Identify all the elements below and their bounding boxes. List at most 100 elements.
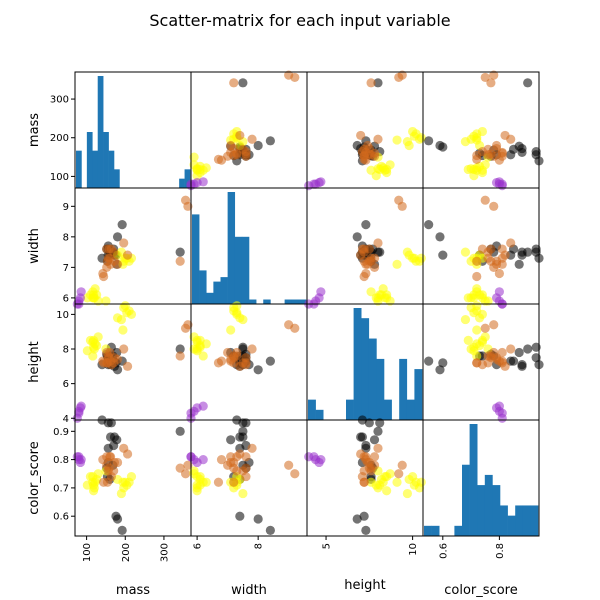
scatter-point <box>472 325 482 335</box>
scatter-point <box>508 356 519 366</box>
cell-height-vs-mass <box>72 301 193 423</box>
cell-width-vs-color_score <box>422 187 544 309</box>
histogram-bar <box>241 236 250 304</box>
cell-frame <box>306 71 424 189</box>
scatter-point <box>531 244 541 254</box>
scatter-point <box>352 514 362 524</box>
plot-matrix: 100 200 300 mass 6 7 8 9 width 4 6 8 10 height 0.6 0.7 0… <box>27 70 544 598</box>
scatter-point <box>253 365 263 375</box>
histogram-bar <box>500 505 508 536</box>
scatter-point <box>408 253 418 263</box>
scatter-point <box>118 477 128 487</box>
scatter-point <box>402 488 413 499</box>
scatter-point <box>460 314 471 325</box>
scatter-point <box>435 365 445 375</box>
scatter-point <box>397 201 407 211</box>
scatter-point <box>486 256 496 266</box>
histogram-bar <box>263 299 271 304</box>
scatter-point <box>489 70 499 80</box>
scatter-point <box>366 287 376 297</box>
cell-width-vs-height <box>304 187 426 309</box>
histogram-bar <box>227 192 236 304</box>
histogram-bar <box>477 485 486 536</box>
histogram-bar <box>76 150 82 188</box>
y-tick-label: 6 <box>63 293 69 304</box>
scatter-point <box>99 477 109 487</box>
scatter-point <box>111 511 121 521</box>
scatter-point <box>112 232 123 242</box>
scatter-point <box>408 126 418 137</box>
scatter-point <box>311 455 321 465</box>
y-tick-label: 8 <box>63 345 69 356</box>
x-tick-label: 0.8 <box>495 543 506 559</box>
y-tick-label: 9 <box>63 202 69 213</box>
scatter-point <box>497 413 507 423</box>
scatter-point <box>514 259 524 269</box>
histogram-bar <box>284 299 293 304</box>
y-axis-label-width: width <box>27 228 42 264</box>
x-tick-label: 0.6 <box>438 543 449 559</box>
scatter-point <box>119 443 129 453</box>
cell-color_score-vs-mass <box>72 415 193 537</box>
x-axis-label-height: height <box>344 578 385 593</box>
scatter-point <box>494 296 504 306</box>
scatter-point <box>477 147 488 157</box>
scatter-point <box>480 195 490 205</box>
histogram-bar <box>353 308 362 420</box>
histogram-bar <box>492 485 501 536</box>
scatter-point <box>373 426 383 436</box>
scatter-point <box>489 201 499 211</box>
scatter-point <box>88 293 98 303</box>
scatter-point <box>438 250 448 260</box>
scatter-point <box>373 443 383 453</box>
scatter-point <box>116 488 126 499</box>
scatter-point <box>523 78 533 88</box>
histogram-bar <box>431 525 440 536</box>
scatter-point <box>74 455 84 465</box>
scatter-point <box>189 152 199 162</box>
x-axis-label-color_score: color_score <box>444 583 517 598</box>
scatter-point <box>402 247 413 257</box>
y-tick-label: 0.6 <box>53 512 69 523</box>
scatter-point <box>232 309 242 319</box>
x-axis-label-width: width <box>231 583 267 598</box>
scatter-point <box>460 247 471 257</box>
scatter-point <box>369 435 380 445</box>
scatter-point <box>109 457 120 468</box>
histogram-bar <box>291 299 300 304</box>
y-axis-label-color_score: color_score <box>27 441 42 514</box>
scatter-point <box>500 250 510 260</box>
scatter-point <box>82 346 92 356</box>
scatter-point <box>253 514 263 524</box>
scatter-point <box>435 232 445 242</box>
scatter-point <box>366 463 376 473</box>
scatter-point <box>311 296 321 306</box>
histogram-bar <box>414 369 423 420</box>
histogram-bar <box>108 150 115 188</box>
scatter-point <box>241 471 251 482</box>
scatter-point <box>494 179 504 189</box>
scatter-point <box>489 320 499 330</box>
y-tick-label: 10 <box>56 310 69 321</box>
scatter-point <box>357 432 368 442</box>
y-tick-label: 0.9 <box>53 427 69 438</box>
scatter-point <box>424 136 434 146</box>
scatter-point <box>402 137 413 147</box>
x-tick-label: 200 <box>121 543 132 562</box>
x-tick-label: 8 <box>254 543 265 549</box>
scatter-point <box>192 165 202 175</box>
scatter-point <box>241 418 251 428</box>
scatter-point <box>392 259 402 269</box>
histogram-bar <box>376 358 385 420</box>
histogram-bar <box>424 525 432 536</box>
scatter-point <box>366 78 376 88</box>
scatter-point <box>359 154 369 164</box>
scatter-point <box>229 351 239 361</box>
scatter-point <box>382 486 392 496</box>
cell-color_score-vs-height <box>304 415 426 537</box>
histogram-bar <box>454 525 463 536</box>
histogram-bar <box>406 399 415 420</box>
cell-mass-vs-width <box>186 70 308 191</box>
cell-height-vs-color_score <box>422 301 544 423</box>
cell-width-vs-mass <box>72 187 193 309</box>
